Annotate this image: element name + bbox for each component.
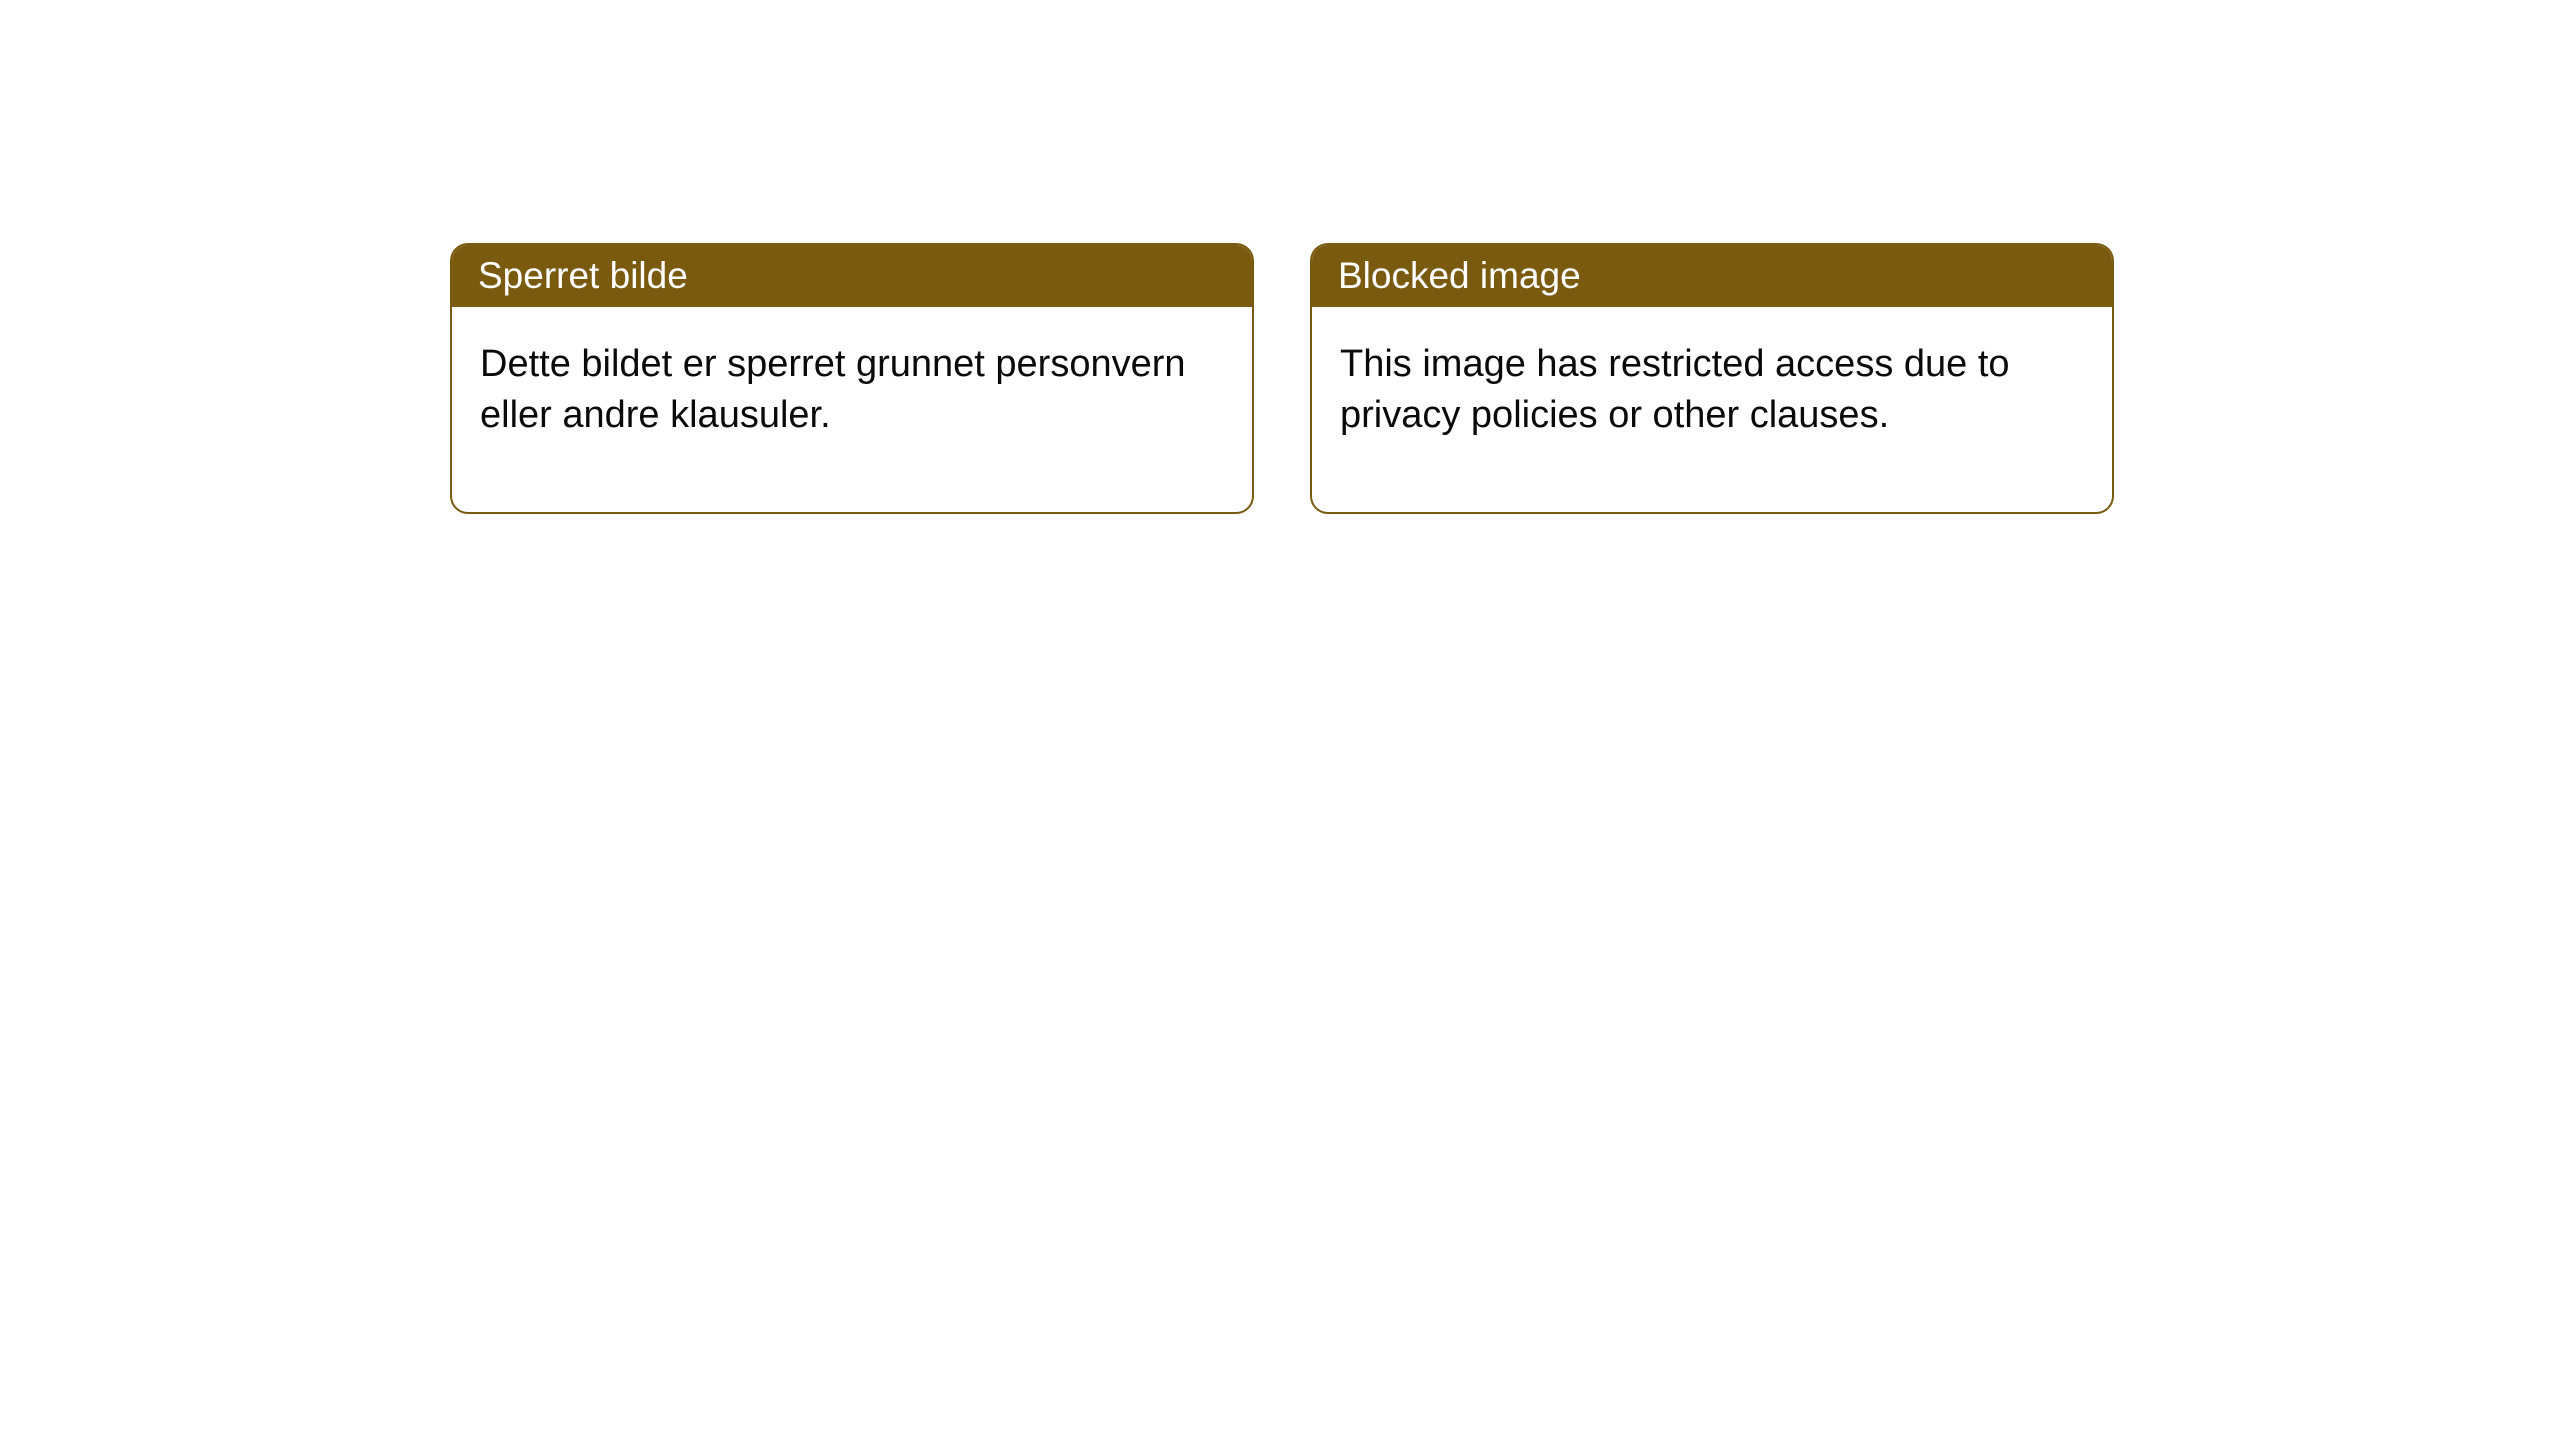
notice-title-english: Blocked image: [1312, 245, 2112, 307]
notice-body-norwegian: Dette bildet er sperret grunnet personve…: [452, 307, 1252, 512]
notice-container: Sperret bilde Dette bildet er sperret gr…: [0, 0, 2560, 514]
notice-body-english: This image has restricted access due to …: [1312, 307, 2112, 512]
notice-card-english: Blocked image This image has restricted …: [1310, 243, 2114, 514]
notice-card-norwegian: Sperret bilde Dette bildet er sperret gr…: [450, 243, 1254, 514]
notice-title-norwegian: Sperret bilde: [452, 245, 1252, 307]
